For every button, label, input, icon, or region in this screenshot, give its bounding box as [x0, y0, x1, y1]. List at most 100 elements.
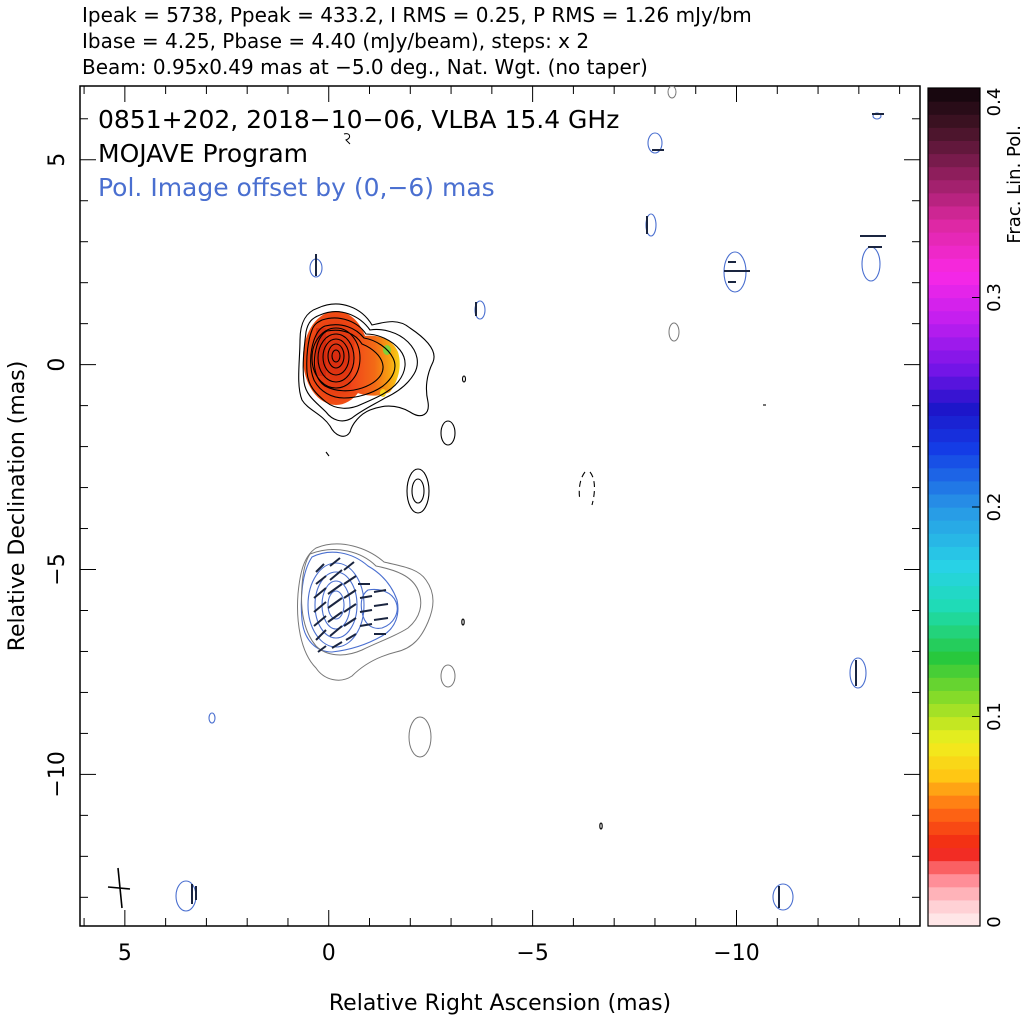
y-tick-label: 5 — [45, 153, 70, 167]
colorbar-tick-label: 0.2 — [984, 493, 1005, 522]
colorbar-tick-label: 0.4 — [984, 88, 1005, 117]
plot-frame — [79, 85, 921, 927]
colorbar-cell — [928, 88, 980, 102]
colorbar-cell — [928, 585, 980, 600]
colorbar-cell — [928, 716, 980, 731]
plot-title-line-1: 0851+202, 2018−10−06, VLBA 15.4 GHz — [98, 105, 619, 134]
colorbar-gradient — [928, 88, 980, 927]
axes: 5 0 −5 −10 5 0 −5 −10 — [45, 86, 920, 966]
colorbar-cell — [928, 598, 980, 613]
colorbar-cell — [928, 651, 980, 665]
colorbar-cell — [928, 467, 980, 482]
y-tick-label: 0 — [45, 358, 70, 372]
y-tick-label: −5 — [45, 553, 70, 585]
colorbar-cell — [928, 899, 980, 914]
colorbar-cell — [928, 912, 980, 927]
plot-title-line-3: Pol. Image offset by (0,−6) mas — [98, 173, 495, 202]
header-line-1: Ipeak = 5738, Ppeak = 433.2, I RMS = 0.2… — [82, 3, 752, 27]
colorbar-cell — [928, 362, 980, 377]
evpa-vectors — [191, 113, 886, 908]
colorbar-cell — [928, 742, 980, 757]
y-tick-label: −10 — [45, 751, 70, 797]
colorbar-cell — [928, 847, 980, 862]
colorbar-cell — [928, 821, 980, 835]
colorbar-tick-label: 0 — [984, 916, 1005, 927]
colorbar-cell — [928, 218, 980, 233]
colorbar-cell — [928, 572, 980, 587]
colorbar-ticks: 0 0.1 0.2 0.3 0.4 — [972, 87, 1005, 928]
colorbar-cell — [928, 258, 980, 272]
colorbar-cell — [928, 559, 980, 574]
colorbar-cell — [928, 690, 980, 705]
x-axis-label: Relative Right Ascension (mas) — [329, 991, 671, 1016]
colorbar-cell — [928, 755, 980, 770]
offset-i-contours — [297, 86, 680, 758]
colorbar-cell — [928, 415, 980, 430]
colorbar-cell — [928, 493, 980, 508]
colorbar-tick-label: 0.1 — [984, 702, 1005, 731]
colorbar-cell — [928, 808, 980, 822]
colorbar-cell — [928, 480, 980, 495]
colorbar-cell — [928, 179, 980, 194]
colorbar-cell — [928, 533, 980, 547]
colorbar-cell — [928, 624, 980, 639]
colorbar-cell — [928, 454, 980, 469]
colorbar-cell — [928, 402, 980, 416]
colorbar-cell — [928, 546, 980, 560]
colorbar-cell — [928, 166, 980, 181]
colorbar-cell — [928, 637, 980, 652]
frac-pol-dark-band — [316, 328, 326, 376]
colorbar-cell — [928, 205, 980, 220]
colorbar-cell — [928, 376, 980, 390]
colorbar-cell — [928, 729, 980, 744]
x-tick-label: −5 — [516, 941, 548, 966]
colorbar-tick-label: 0.3 — [984, 283, 1005, 312]
colorbar-cell — [928, 271, 980, 286]
colorbar-cell — [928, 520, 980, 534]
colorbar-cell — [928, 389, 980, 403]
pol-contours — [175, 112, 882, 912]
colorbar-cell — [928, 153, 980, 168]
colorbar-cell — [928, 677, 980, 691]
colorbar-cell — [928, 795, 980, 809]
x-tick-label: 5 — [118, 941, 132, 966]
colorbar-cell — [928, 127, 980, 141]
stokes-i-contours — [298, 303, 766, 830]
beam-marker — [107, 867, 131, 909]
colorbar-cell — [928, 664, 980, 678]
plot-title-line-2: MOJAVE Program — [98, 139, 308, 168]
colorbar-cell — [928, 323, 980, 338]
colorbar-cell — [928, 860, 980, 875]
colorbar-cell — [928, 611, 980, 626]
colorbar-cell — [928, 834, 980, 849]
colorbar-cell — [928, 310, 980, 325]
colorbar-cell — [928, 114, 980, 128]
colorbar-cell — [928, 703, 980, 718]
colorbar-cell — [928, 284, 980, 299]
colorbar-cell — [928, 297, 980, 312]
x-tick-label: 0 — [322, 941, 336, 966]
colorbar-cell — [928, 349, 980, 364]
artifact-mark — [343, 133, 351, 145]
colorbar-cell — [928, 232, 980, 246]
colorbar-cell — [928, 507, 980, 521]
colorbar-cell — [928, 101, 980, 115]
colorbar-cell — [928, 441, 980, 456]
colorbar-cell — [928, 768, 980, 783]
colorbar-cell — [928, 336, 980, 351]
y-axis-label: Relative Declination (mas) — [5, 361, 30, 652]
header-line-3: Beam: 0.95x0.49 mas at −5.0 deg., Nat. W… — [82, 55, 648, 79]
colorbar-cell — [928, 140, 980, 155]
colorbar-cell — [928, 873, 980, 888]
colorbar: 0 0.1 0.2 0.3 0.4 Frac. Lin. Pol. — [927, 87, 1025, 928]
x-tick-label: −10 — [713, 941, 759, 966]
plot-area — [107, 86, 886, 912]
colorbar-label: Frac. Lin. Pol. — [1004, 125, 1025, 244]
colorbar-cell — [928, 192, 980, 207]
colorbar-cell — [928, 886, 980, 901]
colorbar-cell — [928, 781, 980, 796]
header-line-2: Ibase = 4.25, Pbase = 4.40 (mJy/beam), s… — [82, 29, 589, 53]
colorbar-cell — [928, 245, 980, 259]
colorbar-cell — [928, 428, 980, 443]
